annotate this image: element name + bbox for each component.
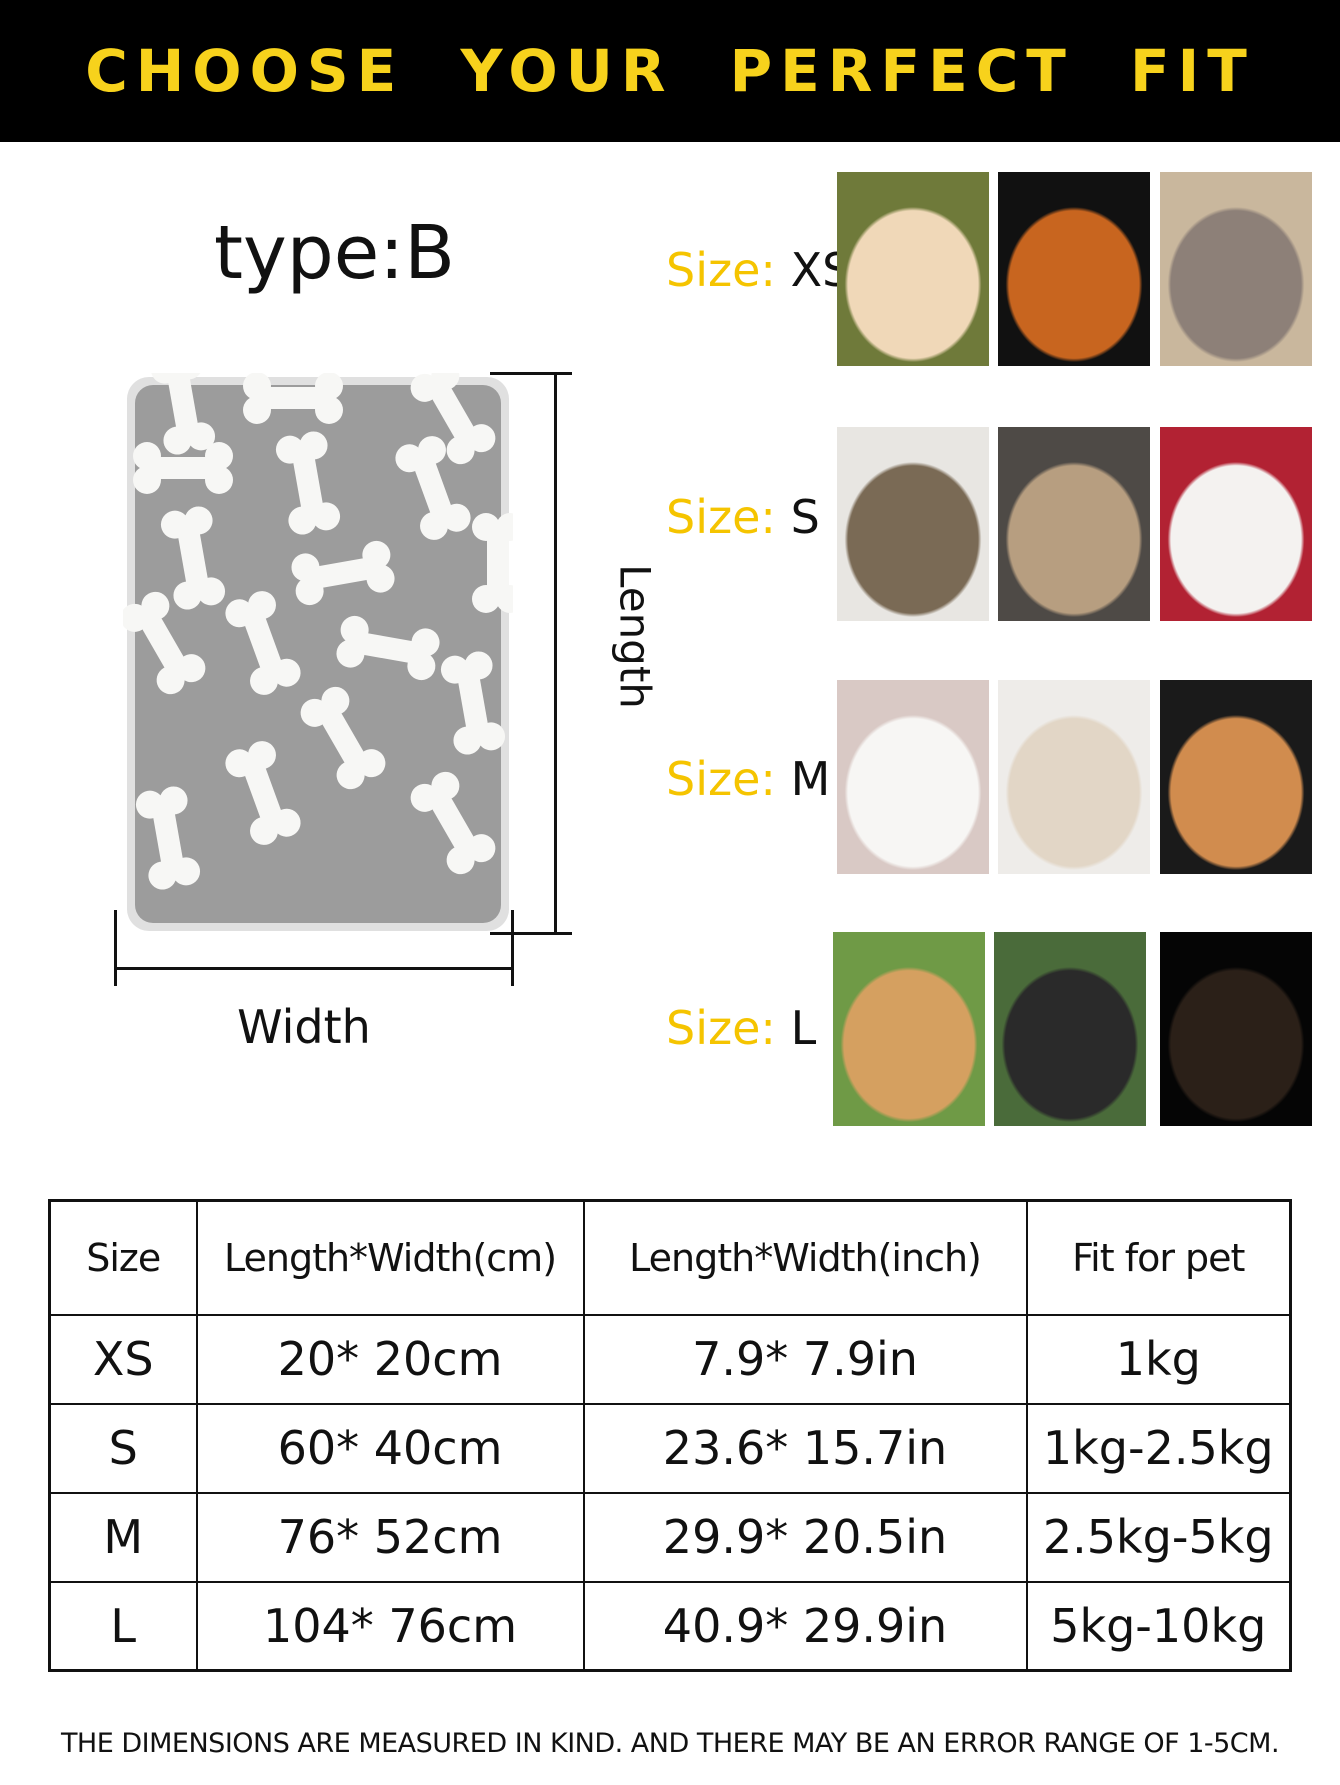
- bone-pattern-icon: [291, 540, 395, 606]
- hamster-photo: [1160, 172, 1312, 366]
- size-prefix: Size:: [666, 752, 776, 806]
- size-value: M: [790, 752, 831, 806]
- size-value: L: [790, 1001, 817, 1055]
- size-prefix: Size:: [666, 1001, 776, 1055]
- bone-pattern-icon: [135, 786, 201, 890]
- cell-fit: 5kg-10kg: [1025, 1580, 1292, 1672]
- size-label-m: Size: M: [666, 752, 830, 806]
- table-row: S 60* 40cm 23.6* 15.7in 1kg-2.5kg: [48, 1402, 1292, 1494]
- husky-photo: [994, 932, 1146, 1126]
- length-dimension-tick-bottom: [490, 932, 572, 935]
- size-prefix: Size:: [666, 243, 776, 297]
- border-collie-photo: [1160, 932, 1312, 1126]
- header-fit: Fit for pet: [1025, 1199, 1292, 1316]
- size-label-l: Size: L: [666, 1001, 816, 1055]
- bone-pattern-icon: [472, 513, 513, 613]
- size-prefix: Size:: [666, 490, 776, 544]
- bone-pattern-icon: [123, 591, 206, 695]
- width-label: Width: [237, 1000, 371, 1054]
- cell-fit: 2.5kg-5kg: [1025, 1491, 1292, 1583]
- bone-pattern-icon: [410, 373, 496, 465]
- cell-size: XS: [48, 1313, 198, 1405]
- cell-inch: 40.9* 29.9in: [582, 1580, 1028, 1672]
- cell-inch: 29.9* 20.5in: [582, 1491, 1028, 1583]
- cell-size: M: [48, 1491, 198, 1583]
- fluffy-cat-photo: [998, 427, 1150, 621]
- bone-pattern-icon: [336, 615, 440, 681]
- cell-inch: 23.6* 15.7in: [582, 1402, 1028, 1494]
- length-dimension-line: [554, 373, 557, 935]
- table-header-row: Size Length*Width(cm) Length*Width(inch)…: [48, 1199, 1292, 1316]
- bone-pattern-icon: [395, 436, 471, 540]
- length-label: Length: [610, 564, 660, 709]
- cell-cm: 76* 52cm: [195, 1491, 585, 1583]
- cell-size: S: [48, 1402, 198, 1494]
- poodle-photo: [998, 680, 1150, 874]
- blanket-image: [123, 373, 513, 931]
- header-title: CHOOSE YOUR PERFECT FIT: [85, 37, 1255, 105]
- bone-pattern-icon: [160, 506, 226, 610]
- width-dimension-line: [115, 967, 513, 970]
- footer-note: THE DIMENSIONS ARE MEASURED IN KIND. AND…: [60, 1728, 1280, 1759]
- cell-fit: 1kg-2.5kg: [1025, 1402, 1292, 1494]
- bone-pattern-icon: [300, 686, 386, 790]
- header-banner: CHOOSE YOUR PERFECT FIT: [0, 0, 1340, 142]
- bone-pattern-icon: [133, 442, 233, 494]
- bone-pattern-icon: [225, 591, 301, 695]
- length-dimension-tick-top: [490, 372, 572, 375]
- tabby-cat-photo: [837, 427, 989, 621]
- bone-pattern-icon: [410, 771, 496, 875]
- table-row: XS 20* 20cm 7.9* 7.9in 1kg: [48, 1313, 1292, 1405]
- golden-retriever-photo: [833, 932, 985, 1126]
- hamster-photo: [837, 172, 989, 366]
- size-label-s: Size: S: [666, 490, 820, 544]
- pomeranian-photo: [1160, 427, 1312, 621]
- bone-pattern-icon: [225, 741, 301, 845]
- table-row: L 104* 76cm 40.9* 29.9in 5kg-10kg: [48, 1580, 1292, 1672]
- header-inch: Length*Width(inch): [582, 1199, 1028, 1316]
- bone-pattern-icon: [150, 373, 216, 455]
- size-label-xs: Size: XS: [666, 243, 851, 297]
- bone-pattern-icon: [275, 431, 341, 535]
- cell-size: L: [48, 1580, 198, 1672]
- bone-pattern-icon: [440, 651, 506, 755]
- header-cm: Length*Width(cm): [195, 1199, 585, 1316]
- cell-fit: 1kg: [1025, 1313, 1292, 1405]
- ginger-cat-photo: [1160, 680, 1312, 874]
- cell-inch: 7.9* 7.9in: [582, 1313, 1028, 1405]
- bone-pattern-icon: [243, 373, 343, 424]
- guinea-pig-photo: [998, 172, 1150, 366]
- cell-cm: 104* 76cm: [195, 1580, 585, 1672]
- size-table: Size Length*Width(cm) Length*Width(inch)…: [48, 1199, 1292, 1672]
- bichon-photo: [837, 680, 989, 874]
- cell-cm: 60* 40cm: [195, 1402, 585, 1494]
- table-row: M 76* 52cm 29.9* 20.5in 2.5kg-5kg: [48, 1491, 1292, 1583]
- width-dimension-tick-left: [114, 910, 117, 986]
- size-value: S: [790, 490, 820, 544]
- type-label: type:B: [214, 210, 456, 296]
- header-size: Size: [48, 1199, 198, 1316]
- cell-cm: 20* 20cm: [195, 1313, 585, 1405]
- width-dimension-tick-right: [511, 910, 514, 986]
